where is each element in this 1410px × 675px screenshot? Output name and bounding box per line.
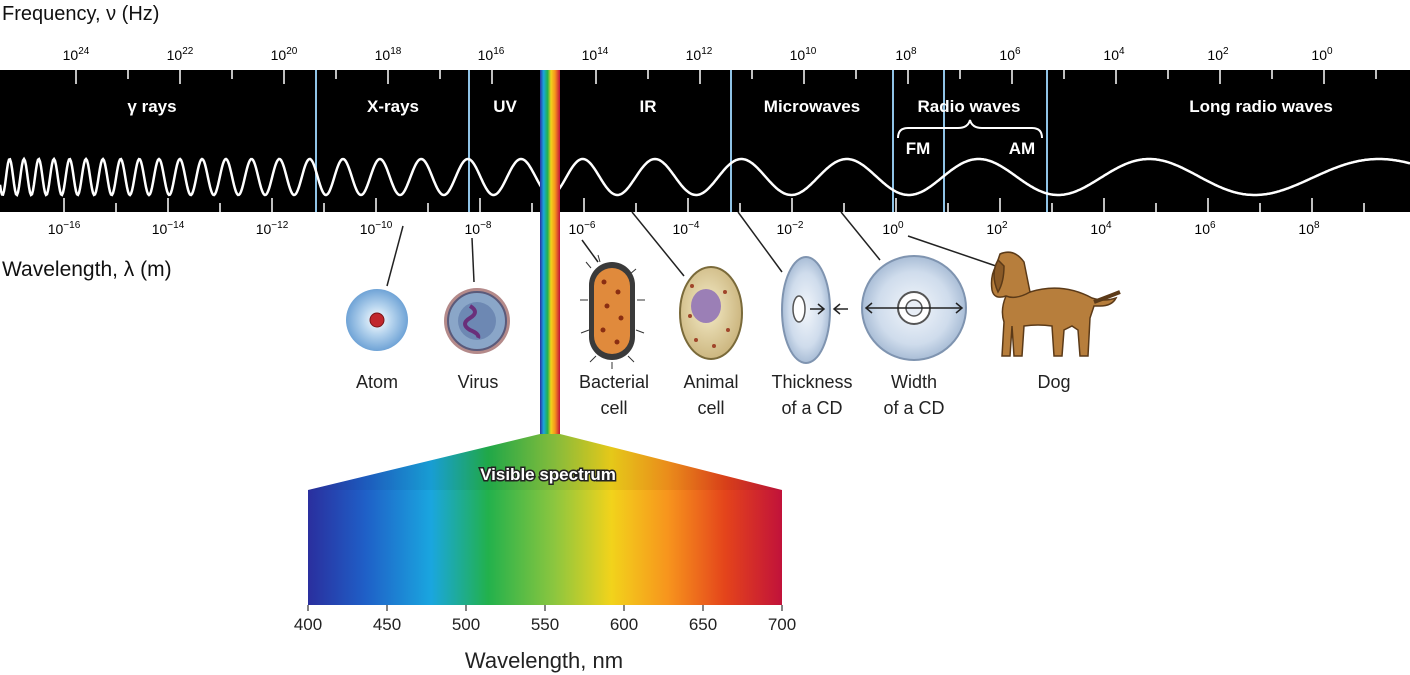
wl-tick: 10−10 [360, 220, 393, 237]
wl-tick: 10−14 [152, 220, 185, 237]
freq-tick: 1022 [167, 46, 194, 63]
freq-tick: 1018 [375, 46, 402, 63]
wl-tick: 10−2 [777, 220, 804, 237]
label-virus: Virus [458, 372, 499, 392]
freq-tick: 100 [1311, 46, 1333, 63]
nm-tick-label: 450 [373, 615, 401, 634]
pointer-dog [907, 235, 997, 267]
region-fm: FM [906, 139, 931, 158]
wavelength-tick-labels: 10−16 10−14 10−12 10−10 10−8 10−6 10−4 1… [48, 220, 1320, 237]
region-microwaves: Microwaves [764, 97, 860, 116]
wl-tick: 10−12 [256, 220, 289, 237]
visible-spectrum-shade [308, 434, 782, 490]
wl-tick: 102 [986, 220, 1008, 237]
region-x-rays: X-rays [367, 97, 419, 116]
region-am: AM [1009, 139, 1035, 158]
freq-tick: 1020 [271, 46, 298, 63]
freq-tick: 1012 [686, 46, 713, 63]
nm-tick-label: 600 [610, 615, 638, 634]
pointer-lines [386, 211, 997, 287]
nm-tick-label: 700 [768, 615, 796, 634]
freq-tick: 1014 [582, 46, 609, 63]
nm-tick-label: 400 [294, 615, 322, 634]
animal-cell-illustration [679, 266, 743, 360]
freq-tick: 1010 [790, 46, 817, 63]
wl-tick: 108 [1298, 220, 1320, 237]
wl-tick: 104 [1090, 220, 1112, 237]
dog-illustration [990, 251, 1121, 357]
wl-tick: 10−6 [569, 220, 596, 237]
pointer-virus [471, 237, 475, 283]
freq-tick: 108 [895, 46, 917, 63]
nm-tick-marks [307, 605, 783, 611]
pointer-atom [386, 225, 404, 287]
label-dog: Dog [1037, 372, 1070, 392]
freq-tick: 104 [1103, 46, 1125, 63]
region-uv: UV [493, 97, 517, 116]
label-atom: Atom [356, 372, 398, 392]
region-radio-waves: Radio waves [918, 97, 1021, 116]
visible-strip [540, 70, 560, 438]
wl-tick: 100 [882, 220, 904, 237]
visible-spectrum-fan [308, 434, 782, 605]
bacterial-cell-illustration [580, 254, 645, 369]
nm-tick-label: 550 [531, 615, 559, 634]
label-cd-thickness-line1: Thickness [771, 372, 852, 392]
visible-spectrum-title: Visible spectrum [480, 465, 616, 484]
freq-tick: 1016 [478, 46, 505, 63]
freq-tick: 102 [1207, 46, 1229, 63]
label-animal-cell-line1: Animal [683, 372, 738, 392]
pointer-cd-thickness [737, 211, 783, 273]
region-dividers [315, 70, 1048, 212]
nm-tick-labels: 400 450 500 550 600 650 700 [294, 615, 796, 634]
pointer-bacterial-cell [581, 239, 599, 263]
label-cd-width-line1: Width [891, 372, 937, 392]
em-wave [0, 156, 1410, 197]
wl-tick: 10−4 [673, 220, 700, 237]
band-tick-marks [63, 70, 1377, 212]
region-gamma-rays: γ rays [127, 97, 176, 116]
freq-tick: 106 [999, 46, 1021, 63]
label-cd-width-line2: of a CD [883, 398, 944, 418]
wl-tick: 10−8 [465, 220, 492, 237]
label-bacterial-cell-line2: cell [600, 398, 627, 418]
wl-tick: 106 [1194, 220, 1216, 237]
wl-tick: 10−16 [48, 220, 81, 237]
frequency-axis-label: Frequency, ν (Hz) [2, 3, 159, 25]
cd-width-illustration [861, 255, 967, 361]
pointer-animal-cell [631, 211, 685, 277]
label-cd-thickness-line2: of a CD [781, 398, 842, 418]
nm-tick-label: 650 [689, 615, 717, 634]
pointer-cd-width [840, 211, 881, 261]
atom-illustration [346, 289, 408, 351]
region-ir: IR [640, 97, 657, 116]
label-animal-cell-line2: cell [697, 398, 724, 418]
cd-thickness-illustration [781, 256, 848, 364]
frequency-tick-labels: 1024 1022 1020 1018 1016 1014 1012 1010 … [63, 46, 1333, 63]
freq-tick: 1024 [63, 46, 90, 63]
label-bacterial-cell-line1: Bacterial [579, 372, 649, 392]
nm-tick-label: 500 [452, 615, 480, 634]
wavelength-axis-label: Wavelength, λ (m) [2, 258, 172, 281]
radio-waves-brace [897, 119, 1043, 139]
region-long-radio-waves: Long radio waves [1189, 97, 1333, 116]
virus-illustration [444, 288, 510, 354]
visible-spectrum-xlabel: Wavelength, nm [465, 648, 623, 673]
